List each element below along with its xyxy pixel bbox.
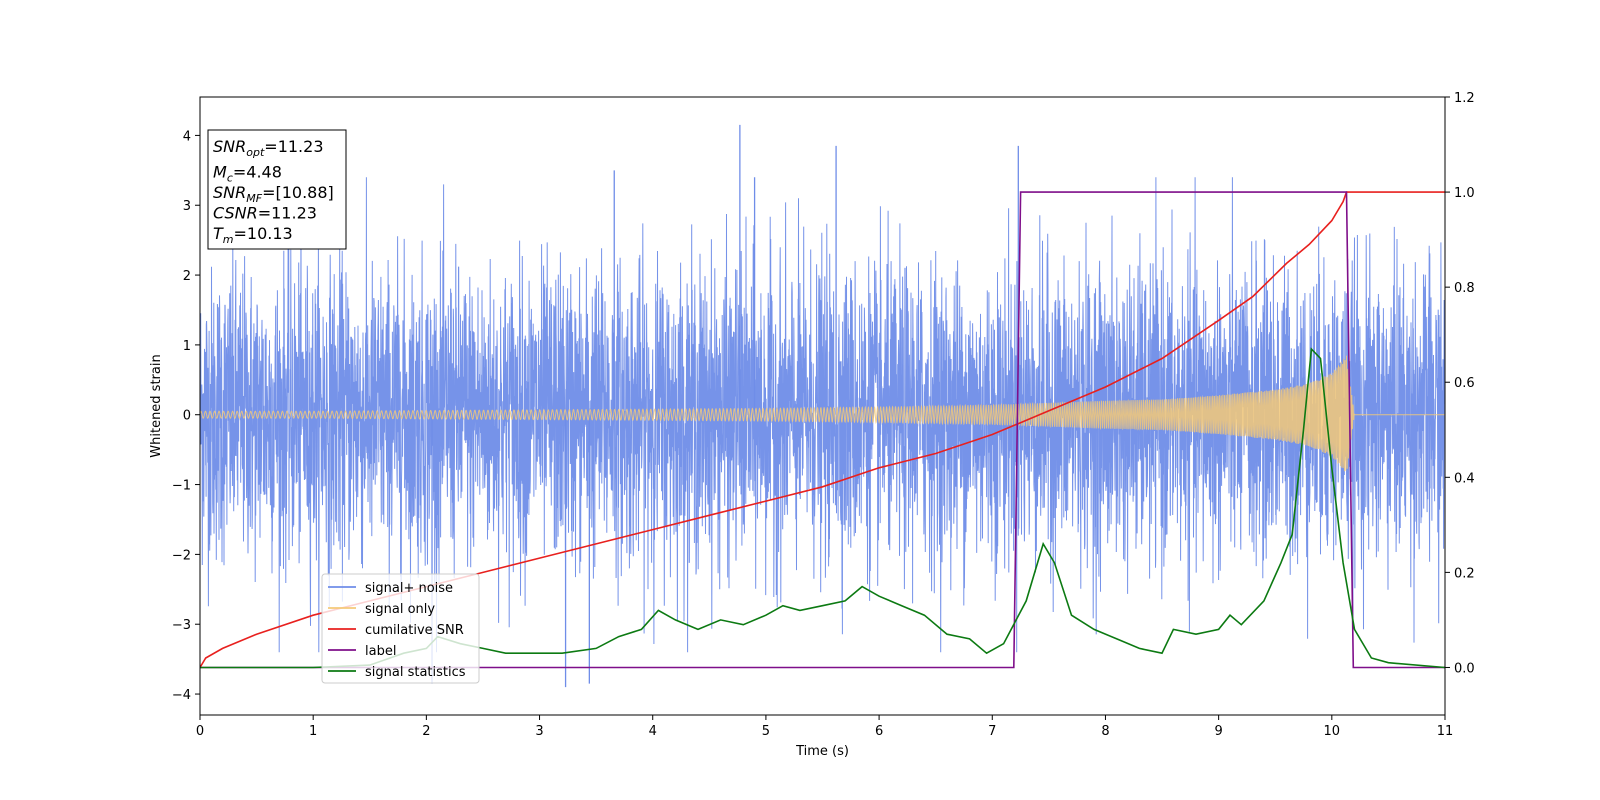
x-tick-label: 5 [762,724,770,739]
x-tick-label: 8 [1101,724,1109,739]
x-tick-label: 0 [196,724,204,739]
annotation-line: Tm=10.13 [213,224,293,246]
x-tick-label: 9 [1214,724,1222,739]
x-tick-label: 7 [988,724,996,739]
y-left-tick-label: 0 [183,409,191,424]
plot-frame [199,96,1446,716]
y-right-tick-label: 1.0 [1454,186,1475,201]
x-axis: 0 1 2 3 4 5 6 7 8 9 10 11 [196,715,1453,739]
label-line [200,191,1445,669]
y-left-axis: −4 −3 −2 −1 0 1 2 3 4 [172,129,200,703]
y-left-tick-label: 2 [183,269,191,284]
signal-only-line [200,355,1445,472]
x-tick-label: 4 [649,724,657,739]
x-tick-label: 2 [422,724,430,739]
annotation-line: SNRMF=[10.88] [213,183,334,205]
y-left-tick-label: −2 [172,548,191,563]
x-tick-label: 11 [1437,724,1454,739]
y-right-tick-label: 0.6 [1454,376,1475,391]
y-right-tick-label: 0.0 [1454,661,1475,676]
x-tick-label: 6 [875,724,883,739]
annotation-line: Mc=4.48 [213,163,282,185]
legend-label: cumilative SNR [365,623,464,638]
x-axis-label: Time (s) [795,744,849,759]
x-tick-label: 3 [535,724,543,739]
y-left-tick-label: −4 [172,688,191,703]
y-left-tick-label: −1 [172,479,191,494]
annotation-frame [207,129,347,250]
y-left-tick-label: 4 [183,129,191,144]
legend-label: signal statistics [365,665,466,680]
y-right-tick-label: 0.2 [1454,566,1475,581]
y-right-tick-label: 0.8 [1454,281,1475,296]
y-axis-label: Whitened strain [149,354,164,457]
y-left-tick-label: −3 [172,618,191,633]
y-right-tick-label: 1.2 [1454,91,1475,106]
annotation-line: SNRopt=11.23 [213,137,324,159]
y-right-tick-label: 0.4 [1454,471,1475,486]
signal-statistics-line [200,347,1445,669]
annotation-line: CSNR=11.23 [213,204,317,223]
legend-label: signal only [365,602,435,617]
legend-label: label [365,644,396,659]
series-signal-only [200,355,1445,472]
legend-label: signal+ noise [365,581,453,596]
x-tick-label: 1 [309,724,317,739]
legend: signal+ noise signal only cumilative SNR la… [321,573,480,684]
legend-frame [321,573,480,684]
x-tick-label: 10 [1324,724,1341,739]
y-left-tick-label: 1 [183,339,191,354]
y-left-tick-label: 3 [183,199,191,214]
y-right-axis: 0.0 0.2 0.4 0.6 0.8 1.0 1.2 [1445,91,1475,676]
annotation-box: SNRopt=11.23 Mc=4.48SNRMF=[10.88]CSNR=11.… [207,129,347,250]
